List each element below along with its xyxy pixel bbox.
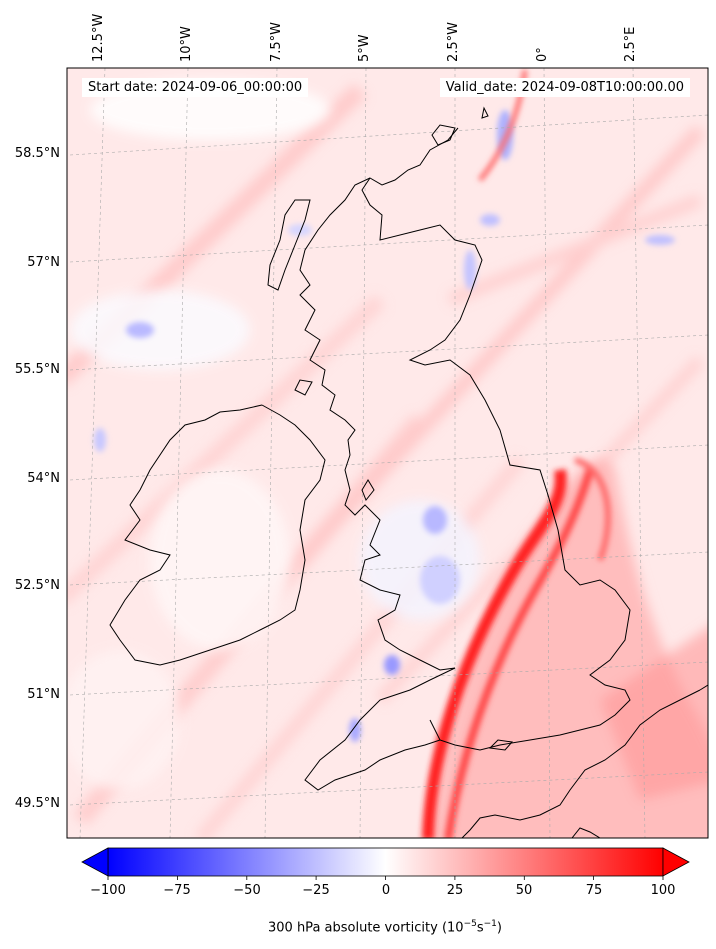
colorbar-max-extend — [662, 847, 690, 877]
lat-label-55-5n: 55.5°N — [14, 362, 60, 377]
start-date-label: Start date: 2024-09-06_00:00:00 — [82, 78, 309, 97]
colorbar-tick-label: −100 — [90, 883, 126, 898]
lon-label-12-5w: 12.5°W — [91, 13, 106, 62]
lon-label-0: 0° — [535, 47, 550, 62]
colorbar-tick-label: −75 — [163, 883, 191, 898]
lat-label-49-5n: 49.5°N — [14, 796, 60, 811]
colorbar-gradient — [107, 847, 664, 877]
lat-label-58-5n: 58.5°N — [14, 146, 60, 161]
graticule — [69, 68, 708, 838]
lon-label-10w: 10°W — [179, 26, 194, 62]
map-frame — [66, 67, 709, 839]
lat-label-52-5n: 52.5°N — [14, 578, 60, 593]
valid-date-label: Valid_date: 2024-09-08T10:00:00.00 — [439, 78, 690, 97]
colorbar-label: 300 hPa absolute vorticity (10−5s−1) — [268, 919, 502, 936]
colorbar-tick-label: 100 — [650, 883, 676, 898]
colorbar-tick-label: 50 — [515, 883, 533, 898]
lon-label-7-5w: 7.5°W — [269, 21, 284, 62]
colorbar-tick-label: −25 — [302, 883, 330, 898]
colorbar-tick-label: 0 — [381, 883, 391, 898]
lon-label-2-5e: 2.5°E — [623, 26, 638, 62]
lon-label-5w: 5°W — [357, 34, 372, 62]
coastlines — [109, 106, 708, 838]
colorbar-tick-label: −50 — [233, 883, 261, 898]
colorbar-tick-label: 75 — [585, 883, 603, 898]
colorbar — [81, 847, 690, 880]
lat-label-54n: 54°N — [27, 471, 60, 486]
lat-label-57n: 57°N — [27, 255, 60, 270]
colorbar-min-extend — [81, 847, 109, 877]
colorbar-tick-label: 25 — [446, 883, 464, 898]
lon-label-2-5w: 2.5°W — [446, 21, 461, 62]
lat-label-51n: 51°N — [27, 687, 60, 702]
